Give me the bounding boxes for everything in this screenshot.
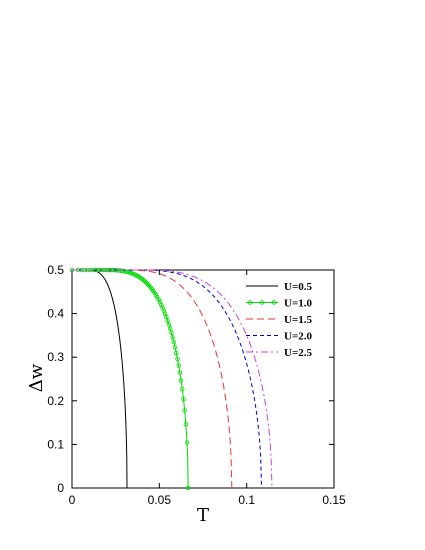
y-tick-label: 0.4 [47, 307, 64, 321]
legend-marker [271, 300, 277, 305]
series-point [183, 422, 189, 427]
series-point [171, 340, 177, 345]
series-point [166, 322, 172, 327]
legend-label-1: U=1.0 [284, 298, 312, 310]
series-point [181, 396, 186, 402]
axis-ticks: 0 0.05 0.1 0.15 0 0.1 0.2 0.3 0.4 0.5 [47, 263, 346, 507]
y-tick-label: 0.2 [47, 394, 64, 408]
legend-label-3: U=2.0 [284, 331, 312, 343]
series-point [177, 370, 183, 375]
x-tick-label: 0.15 [322, 493, 346, 507]
y-tick-label: 0.1 [47, 437, 64, 451]
series-point [167, 326, 173, 331]
y-tick-label: 0.5 [47, 263, 64, 277]
series-point [185, 485, 191, 491]
series-point [174, 350, 179, 356]
series-point [169, 330, 174, 335]
y-tick-label: 0 [57, 481, 64, 495]
legend: U=0.5 U=1.0 U=1.5 U=2.0 U=2.5 [246, 281, 312, 359]
series-point [153, 292, 159, 298]
legend-label-2: U=1.5 [284, 314, 312, 326]
x-tick-label: 0.05 [148, 493, 172, 507]
x-tick-label: 0 [69, 493, 76, 507]
series-point [172, 345, 178, 350]
series-layer [69, 267, 273, 491]
series-line-2 [72, 269, 233, 489]
y-axis-label: Δw [26, 363, 47, 392]
series-line-3 [72, 269, 263, 489]
legend-label-0: U=0.5 [284, 281, 312, 293]
series-line-4 [72, 269, 273, 489]
series-point [165, 318, 170, 323]
x-axis-label: T [197, 505, 209, 526]
series-line-1 [72, 269, 189, 489]
series-point [182, 408, 187, 413]
plot-frame [71, 269, 335, 489]
legend-marker [247, 300, 253, 305]
legend-marker [259, 300, 265, 305]
series-point [175, 356, 180, 362]
series-point [176, 363, 181, 368]
x-tick-label: 0.1 [238, 493, 255, 507]
series-point [184, 440, 190, 445]
y-tick-label: 0.3 [47, 350, 64, 364]
series-point [178, 378, 184, 383]
legend-label-4: U=2.5 [284, 347, 312, 359]
series-line-0 [72, 269, 128, 489]
series-point [170, 335, 175, 340]
series-point [180, 387, 185, 392]
